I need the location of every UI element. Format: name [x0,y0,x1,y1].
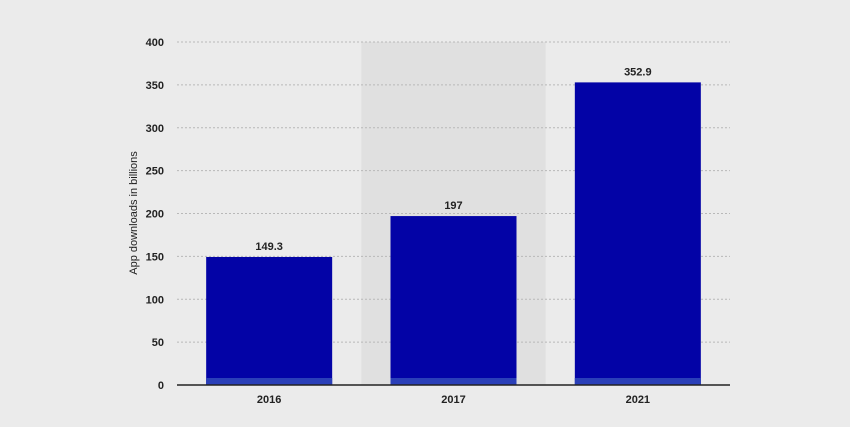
y-tick-label-350: 350 [146,80,164,92]
value-label-2021: 352.9 [624,66,652,78]
y-tick-label-400: 400 [146,37,164,49]
bar-2017[interactable] [390,216,517,385]
bar-base-2016 [206,378,333,385]
y-tick-label-0: 0 [158,380,164,392]
y-tick-label-200: 200 [146,209,164,221]
y-tick-label-150: 150 [146,251,164,263]
bars [206,82,701,386]
y-tick-label-300: 300 [146,123,164,135]
y-axis-title: App downloads in billions [128,151,140,275]
bar-2016[interactable] [206,256,333,385]
bar-base-2017 [390,378,517,385]
y-tick-label-50: 50 [152,337,164,349]
x-tick-label-2016: 2016 [257,394,281,406]
y-tick-label-250: 250 [146,166,164,178]
y-tick-label-100: 100 [146,294,164,306]
x-tick-label-2021: 2021 [626,394,650,406]
bar-base-2021 [574,378,701,385]
value-label-2017: 197 [444,200,462,212]
x-tick-label-2017: 2017 [441,394,465,406]
bar-2021[interactable] [574,82,701,386]
labels: 0 50 100 150 200 250 300 350 400 149.3 2016 197 2017… [146,37,652,406]
value-label-2016: 149.3 [255,241,283,253]
